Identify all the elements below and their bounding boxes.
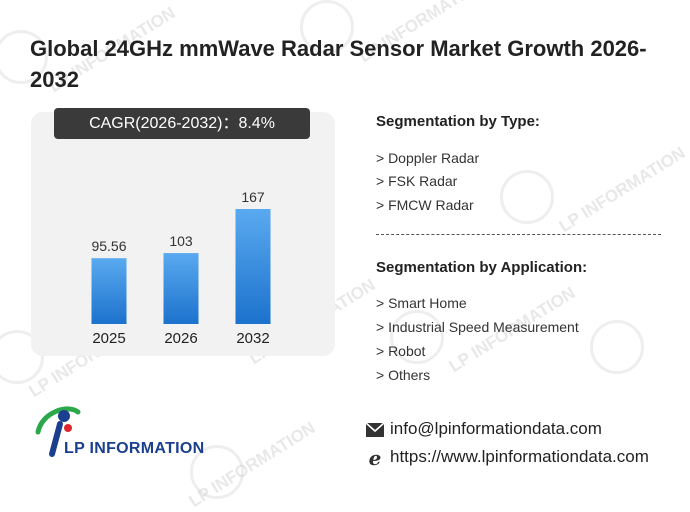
watermark-text: LP INFORMATION xyxy=(555,143,689,237)
type-item: > Doppler Radar xyxy=(376,150,480,166)
application-item: > Industrial Speed Measurement xyxy=(376,319,579,335)
divider xyxy=(376,234,661,235)
envelope-icon xyxy=(365,422,385,437)
cagr-badge: CAGR(2026-2032)：8.4% xyxy=(54,108,310,139)
type-heading: Segmentation by Type: xyxy=(376,113,540,130)
watermark-text: LP INFORMATION xyxy=(185,418,319,512)
watermark-logo-icon xyxy=(590,320,644,374)
type-item: > FMCW Radar xyxy=(376,197,474,213)
website-link[interactable]: https://www.lpinformationdata.com xyxy=(390,447,649,466)
watermark-logo-icon xyxy=(500,170,554,224)
category-label: 2026 xyxy=(164,330,197,347)
value-label: 95.56 xyxy=(91,238,126,254)
bar-2026 xyxy=(163,253,199,324)
bar-chart: 95.56 2025 103 2026 167 2032 xyxy=(91,189,271,347)
value-label: 167 xyxy=(241,189,265,205)
bar-2032 xyxy=(235,209,271,324)
application-item: > Others xyxy=(376,367,431,383)
lp-information-logo-icon xyxy=(35,406,81,457)
category-label: 2025 xyxy=(92,330,125,347)
application-heading: Segmentation by Application: xyxy=(376,259,588,276)
value-label: 103 xyxy=(169,233,193,249)
browser-e-icon: e xyxy=(369,448,382,468)
svg-text:e: e xyxy=(369,448,382,468)
category-label: 2032 xyxy=(236,330,269,347)
email-link[interactable]: info@lpinformationdata.com xyxy=(390,419,602,438)
type-item: > FSK Radar xyxy=(376,173,458,189)
application-item: > Robot xyxy=(376,343,426,359)
logo-text: LP INFORMATION xyxy=(64,440,205,457)
bar-2025 xyxy=(91,258,127,324)
application-item: > Smart Home xyxy=(376,295,467,311)
page-title: Global 24GHz mmWave Radar Sensor Market … xyxy=(30,36,647,92)
